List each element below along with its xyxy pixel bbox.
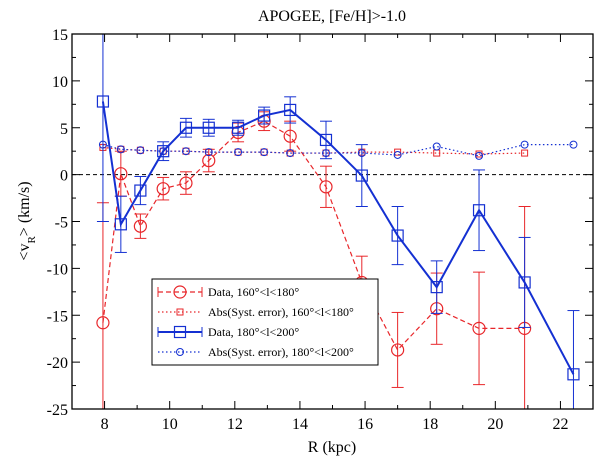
x-tick-label: 18 xyxy=(422,416,438,433)
data-point xyxy=(231,121,245,134)
data-point xyxy=(391,343,405,357)
x-tick-label: 22 xyxy=(552,416,568,433)
data-point xyxy=(321,149,330,158)
x-tick-label: 10 xyxy=(162,416,178,433)
legend-marker xyxy=(173,285,187,299)
data-point xyxy=(472,204,486,217)
y-tick-label: -5 xyxy=(55,215,68,232)
series-3 xyxy=(96,34,580,409)
data-point xyxy=(284,103,297,117)
legend-label: Abs(Syst. error), 160°<l<180° xyxy=(208,305,354,319)
data-point xyxy=(567,368,580,381)
x-tick-label: 20 xyxy=(487,416,503,433)
y-tick-label: -15 xyxy=(47,308,68,325)
data-point xyxy=(96,316,110,330)
data-point xyxy=(114,167,128,181)
data-point xyxy=(114,218,127,231)
series-3-line xyxy=(101,101,575,375)
series-2-line xyxy=(102,146,525,155)
data-point xyxy=(518,276,531,289)
y-tick-label: 15 xyxy=(52,27,68,44)
data-point xyxy=(521,149,529,157)
data-point xyxy=(394,148,402,156)
chart-title: APOGEE, [Fe/H]>-1.0 xyxy=(258,8,406,25)
data-point xyxy=(134,184,147,197)
data-point xyxy=(357,149,366,158)
data-point xyxy=(96,95,110,108)
data-point xyxy=(136,146,145,155)
data-point xyxy=(234,148,243,157)
x-tick-label: 14 xyxy=(292,416,308,433)
legend-marker xyxy=(176,348,184,356)
series-4 xyxy=(98,140,578,160)
data-point xyxy=(202,121,215,134)
data-point xyxy=(393,150,402,159)
data-point xyxy=(569,140,578,149)
series-1-line xyxy=(102,120,525,351)
x-tick-label: 16 xyxy=(357,416,373,433)
data-point xyxy=(432,142,441,151)
data-point xyxy=(472,321,486,335)
data-point xyxy=(181,147,190,156)
data-point xyxy=(319,180,333,194)
data-point xyxy=(179,176,193,190)
data-point xyxy=(355,169,368,182)
y-tick-label: -25 xyxy=(47,402,68,419)
data-point xyxy=(258,109,271,122)
x-axis-label: R (kpc) xyxy=(308,439,356,456)
legend-label: Data, 160°<l<180° xyxy=(208,285,299,299)
x-tick-label: 8 xyxy=(101,416,109,433)
legend: Data, 160°<l<180° Abs(Syst. error), 160°<… xyxy=(151,278,379,366)
data-point xyxy=(116,145,125,154)
data-point xyxy=(157,145,170,158)
data-point xyxy=(260,148,269,157)
data-point xyxy=(133,219,147,233)
legend-label: Abs(Syst. error), 180°<l<200° xyxy=(208,345,354,359)
data-point xyxy=(204,148,213,157)
legend-label: Data, 180°<l<200° xyxy=(208,325,299,339)
x-tick-label: 12 xyxy=(227,416,243,433)
series-layer xyxy=(96,34,580,409)
data-point xyxy=(286,149,295,158)
series-4-line xyxy=(102,144,574,157)
data-point xyxy=(179,121,193,134)
legend-box xyxy=(151,278,379,366)
data-point xyxy=(159,147,168,156)
data-point xyxy=(283,129,297,143)
data-point xyxy=(156,182,170,196)
data-point xyxy=(98,140,107,149)
legend-marker xyxy=(173,325,187,339)
data-point xyxy=(430,281,443,294)
data-point xyxy=(202,153,216,168)
data-point xyxy=(319,133,333,147)
legend-marker xyxy=(176,308,184,316)
y-tick-label: 5 xyxy=(60,121,68,138)
y-tick-label: -10 xyxy=(47,261,68,278)
y-tick-label: 0 xyxy=(60,168,68,185)
y-tick-label: -20 xyxy=(47,355,68,372)
y-tick-label: 10 xyxy=(52,74,68,91)
data-point xyxy=(391,229,404,242)
data-point xyxy=(520,140,529,149)
data-point xyxy=(475,151,484,160)
axis-ticks: 8 10 12 14 16 18 20 22 -25 -20 -15 -10 -5 0 5 10 15 xyxy=(47,27,594,433)
